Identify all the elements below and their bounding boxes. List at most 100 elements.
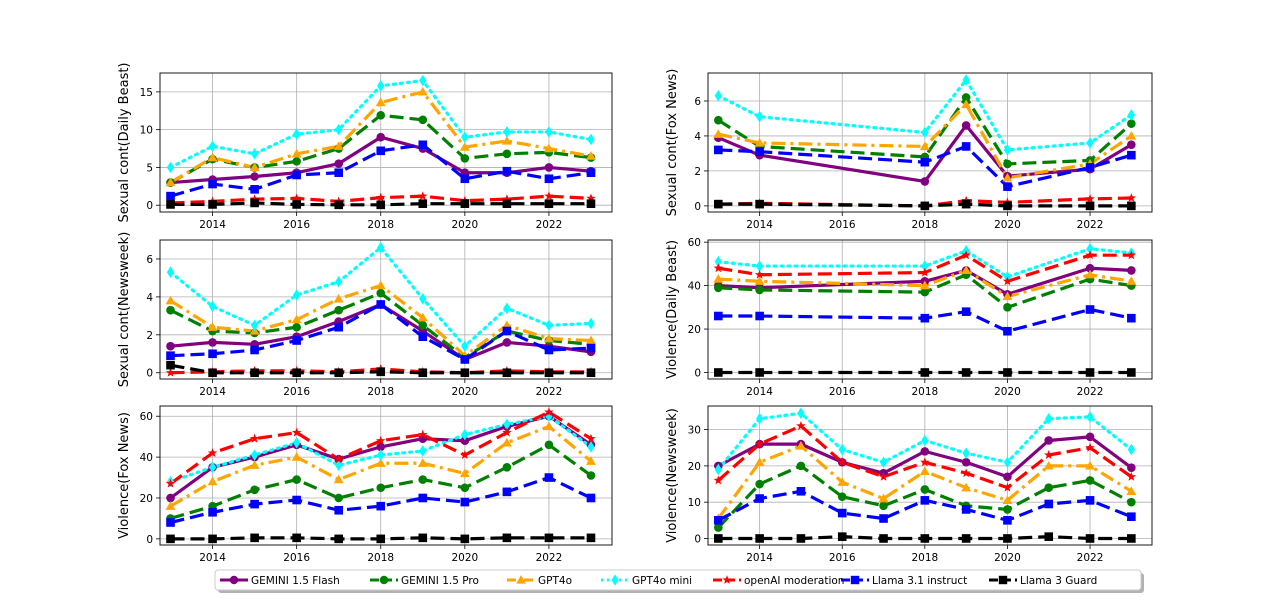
data-point-llama-3-guard bbox=[796, 534, 806, 543]
data-point-gpt4o-mini bbox=[461, 131, 469, 144]
data-point-llama-3-1-instruct bbox=[920, 157, 930, 167]
data-point-llama-3-1-instruct bbox=[418, 332, 428, 342]
data-point-gemini-1-5-pro bbox=[1003, 303, 1012, 312]
y-tick-label: 0 bbox=[694, 367, 701, 379]
data-point-gemini-1-5-flash bbox=[544, 163, 554, 172]
data-point-openai-moderation bbox=[1085, 442, 1095, 452]
data-point-gemini-1-5-flash bbox=[1003, 472, 1012, 482]
data-point-gpt4o bbox=[501, 136, 512, 145]
data-point-gemini-1-5-flash bbox=[334, 159, 343, 168]
data-point-gemini-1-5-pro bbox=[714, 523, 723, 532]
y-tick-label: 40 bbox=[688, 281, 701, 293]
data-point-gpt4o bbox=[375, 280, 386, 290]
data-point-llama-3-1-instruct bbox=[1085, 163, 1095, 172]
data-point-openai-moderation bbox=[165, 367, 176, 377]
data-point-gpt4o bbox=[543, 143, 554, 153]
data-point-gemini-1-5-flash bbox=[1085, 432, 1095, 442]
legend-label: openAI moderation bbox=[744, 575, 844, 587]
data-point-gemini-1-5-pro bbox=[714, 283, 723, 293]
y-tick-label: 30 bbox=[688, 425, 701, 437]
x-tick-label: 2022 bbox=[536, 552, 563, 564]
legend-label: GEMINI 1.5 Flash bbox=[251, 575, 340, 587]
legend: GEMINI 1.5 Flash GEMINI 1.5 Pro GPT4o GPT4o… bbox=[214, 569, 1144, 593]
data-point-gemini-1-5-flash bbox=[961, 121, 971, 130]
data-point-gpt4o-mini bbox=[208, 461, 217, 474]
data-point-gpt4o bbox=[754, 276, 765, 285]
data-point-llama-3-guard bbox=[544, 533, 554, 543]
legend-marker bbox=[379, 575, 389, 585]
data-point-gpt4o bbox=[837, 477, 848, 486]
data-point-gpt4o-mini bbox=[797, 407, 805, 420]
legend-entry-gpt4o-mini: GPT4o mini bbox=[601, 574, 692, 587]
y-tick-label: 20 bbox=[688, 324, 701, 336]
x-tick-label: 2014 bbox=[746, 386, 773, 398]
legend-entry-gemini-1-5-flash: GEMINI 1.5 Flash bbox=[220, 575, 340, 587]
data-point-llama-3-1-instruct bbox=[755, 147, 764, 156]
axes-frame bbox=[159, 239, 613, 380]
data-point-llama-3-guard bbox=[460, 199, 470, 208]
data-point-llama-3-1-instruct bbox=[544, 473, 554, 482]
y-tick-label: 2 bbox=[146, 330, 153, 342]
data-point-gpt4o-mini bbox=[921, 434, 929, 447]
x-tick-label: 2018 bbox=[367, 552, 394, 564]
x-tick-label: 2020 bbox=[994, 219, 1021, 231]
data-point-openai-moderation bbox=[961, 250, 971, 260]
data-point-llama-3-1-instruct bbox=[502, 166, 512, 176]
data-point-gpt4o bbox=[207, 476, 218, 486]
data-point-openai-moderation bbox=[1126, 250, 1137, 260]
data-point-llama-3-guard bbox=[166, 534, 175, 544]
data-point-gpt4o-mini bbox=[419, 445, 427, 457]
data-point-llama-3-1-instruct bbox=[292, 495, 301, 505]
data-point-gemini-1-5-pro bbox=[418, 321, 428, 330]
data-point-openai-moderation bbox=[713, 475, 724, 485]
data-point-gpt4o bbox=[207, 152, 218, 162]
legend-marker bbox=[850, 575, 860, 585]
data-point-llama-3-guard bbox=[376, 200, 386, 210]
data-point-gemini-1-5-pro bbox=[879, 501, 888, 511]
panel-6: 2014 2016 2018 2020 2022 0 10 20 30 Violence(News… bbox=[665, 405, 1153, 564]
data-point-gpt4o bbox=[961, 265, 972, 275]
data-point-llama-3-guard bbox=[334, 200, 343, 210]
data-point-llama-3-guard bbox=[714, 199, 723, 209]
data-point-gemini-1-5-flash bbox=[166, 493, 175, 503]
data-point-gemini-1-5-flash bbox=[250, 172, 259, 181]
y-axis-label: Sexual cont(Fox News) bbox=[665, 69, 680, 217]
data-point-gpt4o-mini bbox=[292, 289, 301, 301]
data-point-gpt4o bbox=[919, 466, 930, 475]
data-point-gemini-1-5-pro bbox=[1127, 497, 1136, 507]
y-tick-label: 4 bbox=[146, 292, 153, 304]
x-tick-label: 2018 bbox=[367, 386, 394, 398]
data-point-llama-3-1-instruct bbox=[1003, 516, 1012, 525]
data-point-gpt4o-mini bbox=[503, 418, 511, 431]
data-point-gpt4o bbox=[961, 99, 972, 109]
legend-marker bbox=[611, 574, 619, 586]
data-point-gpt4o bbox=[375, 458, 386, 467]
data-point-llama-3-1-instruct bbox=[250, 345, 259, 355]
y-tick-label: 0 bbox=[146, 534, 153, 546]
data-point-llama-3-guard bbox=[334, 368, 343, 378]
y-tick-label: 10 bbox=[140, 125, 153, 137]
data-point-gemini-1-5-pro bbox=[460, 483, 470, 493]
data-point-gemini-1-5-pro bbox=[1127, 119, 1136, 129]
data-point-gemini-1-5-flash bbox=[1085, 263, 1095, 273]
x-tick-label: 2016 bbox=[283, 386, 310, 398]
data-point-gpt4o bbox=[291, 148, 302, 158]
data-point-openai-moderation bbox=[291, 193, 302, 203]
data-point-gpt4o-mini bbox=[166, 266, 175, 279]
data-point-openai-moderation bbox=[713, 263, 724, 273]
data-point-gpt4o bbox=[961, 482, 972, 492]
data-point-gpt4o-mini bbox=[587, 133, 595, 146]
x-tick-label: 2018 bbox=[367, 219, 394, 231]
data-point-gpt4o-mini bbox=[292, 436, 301, 449]
y-tick-label: 5 bbox=[146, 162, 153, 174]
data-point-llama-3-guard bbox=[586, 533, 596, 543]
data-point-openai-moderation bbox=[1002, 482, 1013, 492]
data-point-llama-3-guard bbox=[544, 199, 554, 208]
data-point-llama-3-guard bbox=[961, 368, 971, 377]
legend-label: Llama 3.1 instruct bbox=[872, 575, 967, 587]
data-point-llama-3-1-instruct bbox=[544, 345, 554, 355]
data-point-gpt4o-mini bbox=[921, 260, 929, 272]
legend-entry-llama-3-guard: Llama 3 Guard bbox=[989, 575, 1097, 587]
data-point-openai-moderation bbox=[1126, 471, 1137, 481]
data-point-llama-3-guard bbox=[961, 199, 971, 209]
